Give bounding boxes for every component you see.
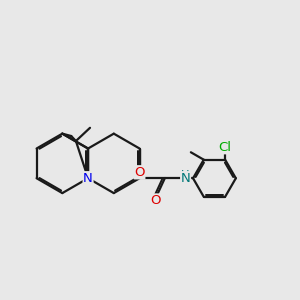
Text: Cl: Cl xyxy=(219,141,232,154)
Text: N: N xyxy=(83,172,93,185)
Text: H: H xyxy=(182,170,190,180)
Text: O: O xyxy=(151,194,161,207)
Text: N: N xyxy=(181,172,190,185)
Text: O: O xyxy=(134,166,145,179)
